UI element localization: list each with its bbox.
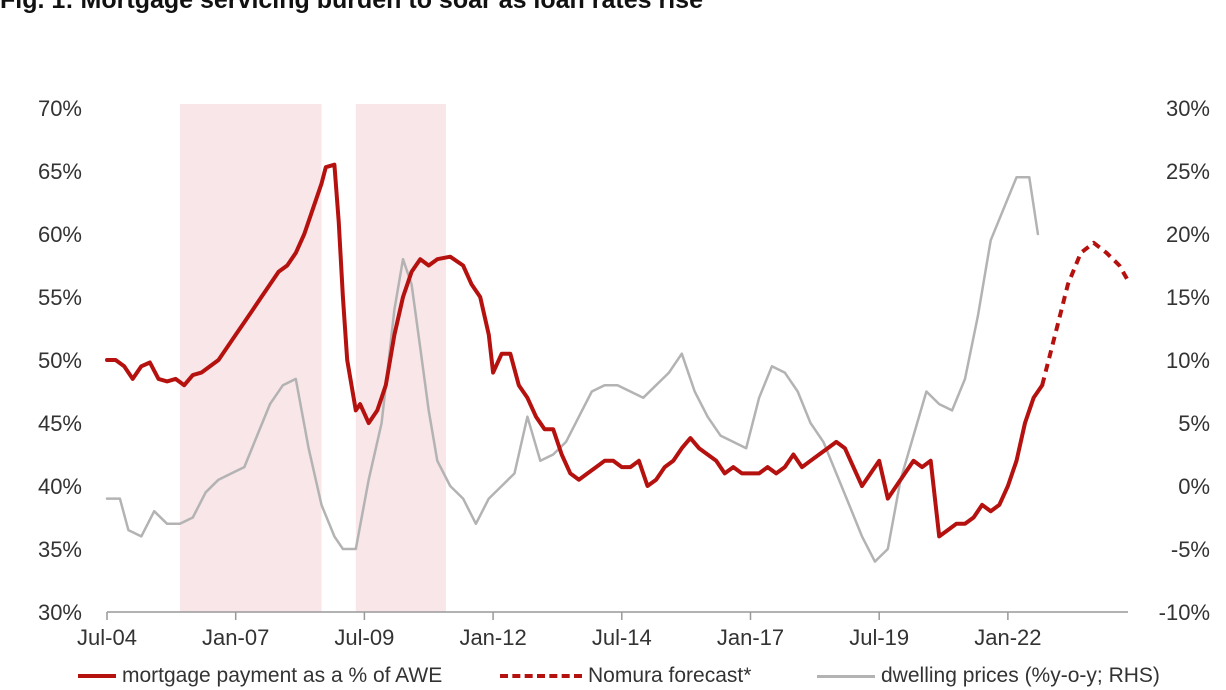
x-tick-label-2: Jan-07 [202,625,269,650]
right-tick-label-8: 25% [1166,159,1210,184]
x-axis-labels: Jul-04 Jan-07 Jul-09 Jan-12 Jul-14 Jan-17 Jul-… [77,625,1041,650]
legend-label-dwelling: dwelling prices (%y-o-y; RHS) [881,664,1160,687]
left-tick-label-9: 70% [38,96,82,121]
right-tick-label-4: 5% [1178,411,1210,436]
x-tick-label-3: Jul-09 [334,625,394,650]
x-tick-label-8: Jan-22 [974,625,1041,650]
right-tick-label-3: 0% [1178,474,1210,499]
x-tick-label-5: Jul-14 [592,625,652,650]
left-tick-label-1: 30% [38,600,82,625]
legend-swatch-forecast [500,674,582,678]
right-tick-label-9: 30% [1166,96,1210,121]
shaded-period-2 [355,104,446,612]
legend-swatch-dwelling [817,674,875,678]
legend: mortgage payment as a % of AWE Nomura fo… [0,664,1226,690]
left-tick-label-4: 45% [38,411,82,436]
legend-item-dwelling: dwelling prices (%y-o-y; RHS) [817,664,1160,688]
left-axis-labels: 30% 35% 40% 45% 50% 55% 60% 65% 70% [38,96,82,625]
x-tick-label-4: Jan-12 [459,625,526,650]
x-tick-label-7: Jul-19 [849,625,909,650]
left-tick-label-6: 55% [38,285,82,310]
series-line-nomura-forecast [1040,240,1130,386]
right-tick-label-5: 10% [1166,348,1210,373]
x-tick-label-1: Jul-04 [77,625,137,650]
right-tick-label-7: 20% [1166,222,1210,247]
shaded-period-1 [179,104,322,612]
left-tick-label-7: 60% [38,222,82,247]
legend-item-mortgage: mortgage payment as a % of AWE [78,664,442,688]
legend-label-mortgage: mortgage payment as a % of AWE [122,664,443,687]
left-tick-label-8: 65% [38,159,82,184]
right-tick-label-6: 15% [1166,285,1210,310]
legend-label-forecast: Nomura forecast* [588,664,752,687]
right-tick-label-2: -5% [1171,537,1210,562]
series-lines [105,162,1130,563]
left-tick-label-3: 40% [38,474,82,499]
left-tick-label-5: 50% [38,348,82,373]
axes [106,611,1128,620]
chart-title: Fig. 1: Mortgage servicing burden to soa… [0,0,703,14]
legend-swatch-mortgage [78,674,116,678]
left-tick-label-2: 35% [38,537,82,562]
recession-shading [179,104,446,612]
right-tick-label-1: -10% [1159,600,1210,625]
legend-item-forecast: Nomura forecast* [500,664,751,688]
series-line-mortgage-payment [105,162,1045,539]
x-tick-label-6: Jan-17 [717,625,784,650]
right-axis-labels: -10% -5% 0% 5% 10% 15% 20% 25% 30% [1159,96,1210,625]
